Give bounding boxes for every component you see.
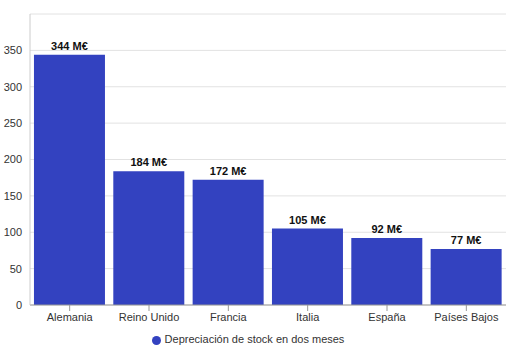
svg-text:92 M€: 92 M€ [372, 223, 403, 235]
svg-text:100: 100 [8, 226, 22, 238]
svg-text:300: 300 [8, 81, 22, 93]
svg-text:0: 0 [16, 299, 22, 311]
html-text:Depreciación de stock en dos m: Depreciación de stock en dos meses [164, 333, 345, 345]
svg-text:350: 350 [8, 44, 22, 56]
svg-text:50: 50 [10, 263, 22, 275]
svg-text:105 M€: 105 M€ [289, 214, 326, 226]
svg-text:Países Bajos: Países Bajos [434, 311, 499, 323]
svg-text:184 M€: 184 M€ [130, 156, 167, 168]
svg-text:172 M€: 172 M€ [210, 165, 247, 177]
svg-text:150: 150 [8, 190, 22, 202]
svg-text:250: 250 [8, 117, 22, 129]
svg-text:77 M€: 77 M€ [451, 234, 482, 246]
svg-text:Alemania: Alemania [47, 311, 94, 323]
svg-text:Francia: Francia [210, 311, 248, 323]
svg-text:Italia: Italia [296, 311, 320, 323]
svg-text:200: 200 [8, 153, 22, 165]
svg-text:344 M€: 344 M€ [51, 40, 88, 52]
svg-text:España: España [368, 311, 406, 323]
svg-text:Reino Unido: Reino Unido [119, 311, 180, 323]
